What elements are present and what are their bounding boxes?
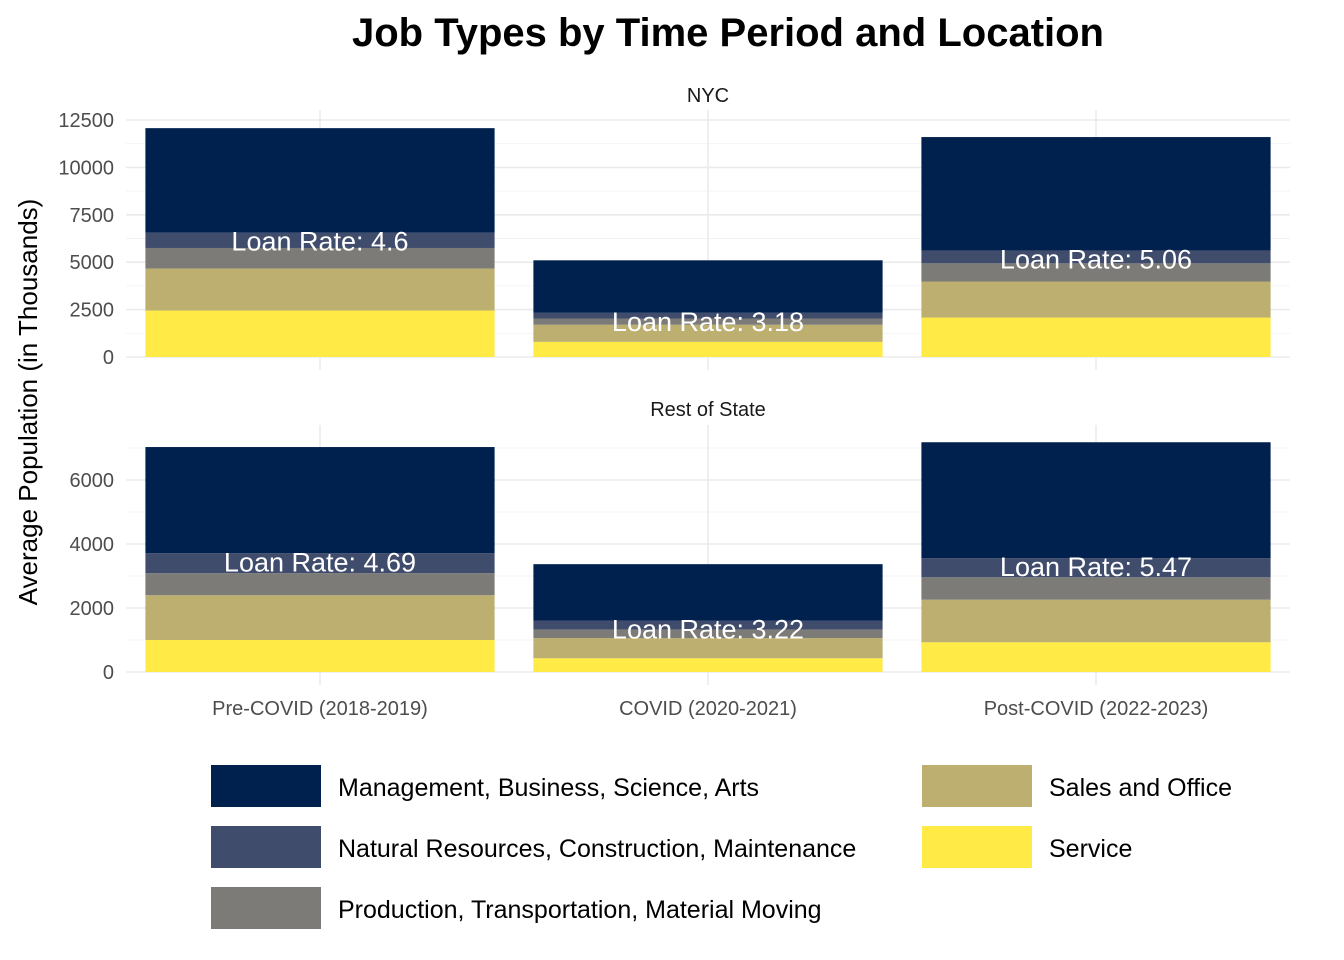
legend-item-production-transportation-material-moving: Production, Transportation, Material Mov… (211, 887, 822, 929)
chart-title: Job Types by Time Period and Location (352, 11, 1104, 55)
legend-swatch (922, 826, 1032, 868)
legend-swatch (211, 826, 321, 868)
bar-stack-post-covid-2022-2023 (921, 442, 1271, 672)
x-axis: Pre-COVID (2018-2019) COVID (2020-2021) Po… (212, 698, 1208, 720)
bar-stack-pre-covid-2018-2019 (145, 128, 495, 357)
bar-segment-production-transportation-material-moving (145, 573, 495, 596)
x-tick-label: Post-COVID (2022-2023) (984, 698, 1209, 720)
bar-segment-sales-and-office (145, 268, 495, 311)
bar-segment-service (921, 317, 1271, 357)
y-tick-label: 4000 (70, 534, 115, 556)
legend: Management, Business, Science, Arts Natur… (211, 765, 1232, 929)
facet-strip-label: NYC (687, 85, 729, 107)
bar-segment-production-transportation-material-moving (533, 629, 883, 639)
legend-swatch (211, 765, 321, 807)
bar-segment-management-business-science-arts (533, 260, 883, 313)
bar-segment-management-business-science-arts (533, 564, 883, 621)
bar-segment-natural-resources-construction-maintenance (921, 558, 1271, 578)
bar-segment-sales-and-office (533, 638, 883, 659)
bar-segment-sales-and-office (533, 324, 883, 342)
bar-segment-sales-and-office (921, 281, 1271, 318)
bar-segment-management-business-science-arts (145, 447, 495, 554)
loan-rate-label: Loan Rate: 4.6 (231, 227, 408, 257)
bar-segment-sales-and-office (921, 599, 1271, 643)
bar-segment-production-transportation-material-moving (145, 247, 495, 269)
bar-segment-service (145, 640, 495, 672)
legend-label: Management, Business, Science, Arts (338, 774, 759, 802)
bar-stack-covid-2020-2021 (533, 260, 883, 357)
legend-item-sales-and-office: Sales and Office (922, 765, 1232, 807)
facet-rest-of-state: 0 2000 4000 6000 Rest of State Loan Rate: 4.6… (70, 399, 1290, 685)
x-tick-label: COVID (2020-2021) (619, 698, 797, 720)
x-tick-label: Pre-COVID (2018-2019) (212, 698, 428, 720)
bar-segment-natural-resources-construction-maintenance (533, 620, 883, 630)
facet-panels: 0 2500 5000 7500 10000 12500 NYC Loan Rate: 4.6… (58, 85, 1290, 720)
bar-segment-sales-and-office (145, 595, 495, 640)
y-tick-label: 2500 (70, 300, 115, 322)
bar-stack-post-covid-2022-2023 (921, 137, 1271, 357)
legend-swatch (922, 765, 1032, 807)
y-tick-label: 12500 (58, 110, 114, 132)
legend-item-natural-resources-construction-maintenance: Natural Resources, Construction, Mainten… (211, 826, 856, 868)
facet-strip-label: Rest of State (650, 399, 766, 421)
facet-nyc: 0 2500 5000 7500 10000 12500 NYC Loan Rate: 4.6… (58, 85, 1290, 370)
legend-label: Natural Resources, Construction, Mainten… (338, 835, 856, 863)
y-tick-label: 2000 (70, 598, 115, 620)
bar-stack-covid-2020-2021 (533, 564, 883, 672)
y-tick-label: 7500 (70, 205, 115, 227)
bar-segment-natural-resources-construction-maintenance (921, 250, 1271, 264)
y-tick-label: 6000 (70, 470, 115, 492)
y-tick-label: 5000 (70, 252, 115, 274)
bar-segment-natural-resources-construction-maintenance (145, 232, 495, 248)
loan-rate-label: Loan Rate: 3.22 (612, 614, 804, 644)
legend-label: Sales and Office (1049, 774, 1232, 802)
bar-stack-pre-covid-2018-2019 (145, 447, 495, 672)
bar-segment-natural-resources-construction-maintenance (533, 312, 883, 319)
bar-segment-service (145, 310, 495, 357)
bar-segment-service (533, 341, 883, 357)
y-tick-label: 10000 (58, 157, 114, 179)
bar-segment-service (533, 658, 883, 672)
bar-segment-management-business-science-arts (145, 128, 495, 233)
loan-rate-label: Loan Rate: 4.69 (224, 547, 416, 577)
loan-rate-label: Loan Rate: 3.18 (612, 307, 804, 337)
legend-swatch (211, 887, 321, 929)
legend-item-management-business-science-arts: Management, Business, Science, Arts (211, 765, 759, 807)
loan-rate-label: Loan Rate: 5.06 (1000, 244, 1192, 274)
loan-rate-label: Loan Rate: 5.47 (1000, 552, 1192, 582)
bar-segment-production-transportation-material-moving (533, 318, 883, 325)
y-tick-label: 0 (103, 662, 114, 684)
bar-segment-service (921, 642, 1271, 672)
bar-segment-production-transportation-material-moving (921, 263, 1271, 282)
legend-label: Production, Transportation, Material Mov… (338, 896, 822, 924)
bar-segment-natural-resources-construction-maintenance (145, 553, 495, 574)
y-tick-label: 0 (103, 347, 114, 369)
bar-segment-management-business-science-arts (921, 137, 1271, 251)
bar-segment-production-transportation-material-moving (921, 577, 1271, 600)
y-axis-title: Average Population (in Thousands) (13, 199, 43, 606)
legend-item-service: Service (922, 826, 1132, 868)
legend-label: Service (1049, 835, 1132, 863)
bar-segment-management-business-science-arts (921, 442, 1271, 559)
